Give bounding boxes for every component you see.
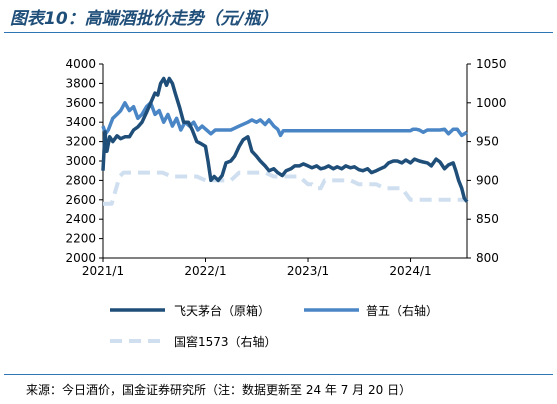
left-tick-label: 2000: [65, 251, 96, 265]
right-tick-label: 950: [476, 135, 499, 149]
left-tick-label: 4000: [65, 57, 96, 71]
left-tick-label: 2200: [65, 232, 96, 246]
x-tick-label: 2022/1: [184, 264, 226, 278]
legend: 飞天茅台（原箱） 普五（右轴） 国窖1573（右轴）: [110, 303, 438, 349]
series-line-guojiao: [103, 170, 467, 206]
right-tick-label: 1000: [476, 96, 507, 110]
x-tick-label: 2023/1: [287, 264, 329, 278]
series-line-feitian: [101, 76, 469, 203]
right-y-axis: 800 850 900 950 1000 1050: [467, 57, 507, 265]
left-tick-label: 3000: [65, 154, 96, 168]
source-divider: [4, 374, 553, 375]
x-axis: 2021/1 2022/1 2023/1 2024/1: [82, 258, 432, 278]
left-tick-label: 2600: [65, 193, 96, 207]
left-tick-label: 3400: [65, 115, 96, 129]
source-note: 来源：今日酒价，国金证券研究所（注：数据更新至 24 年 7 月 20 日）: [26, 383, 412, 397]
legend-label-puwu: 普五（右轴）: [366, 303, 438, 318]
left-tick-label: 2400: [65, 212, 96, 226]
left-tick-label: 3800: [65, 76, 96, 90]
left-tick-label: 2800: [65, 173, 96, 187]
legend-label-feitian: 飞天茅台（原箱）: [174, 303, 270, 318]
left-tick-label: 3600: [65, 96, 96, 110]
right-tick-label: 1050: [476, 57, 507, 71]
x-tick-label: 2021/1: [82, 264, 124, 278]
left-tick-label: 3200: [65, 135, 96, 149]
right-tick-label: 850: [476, 212, 499, 226]
x-tick-label: 2024/1: [389, 264, 431, 278]
right-tick-label: 900: [476, 173, 499, 187]
title-divider: [4, 32, 553, 33]
left-y-axis: 2000 2200 2400 2600 2800 3000 3200 3400 3600 3800…: [65, 57, 103, 265]
series-layer: [101, 76, 469, 206]
series-line-puwu: [101, 101, 468, 138]
line-chart: 2000 2200 2400 2600 2800 3000 3200 3400 3600 3800…: [65, 57, 507, 349]
right-tick-label: 800: [476, 251, 499, 265]
legend-label-guojiao: 国窖1573（右轴）: [174, 334, 277, 349]
chart-title: 图表10：高端酒批价走势（元/瓶）: [10, 9, 278, 29]
